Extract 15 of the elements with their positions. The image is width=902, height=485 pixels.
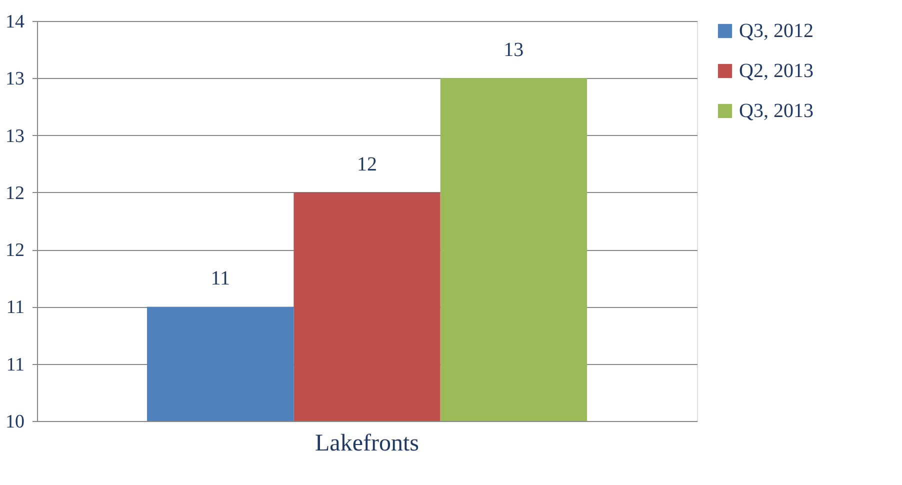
data-label: 13 [504,39,524,62]
y-tick-label: 12 [6,240,24,262]
y-tick-label: 12 [6,182,24,204]
y-tick-label: 11 [6,354,24,376]
legend-label: Q3, 2013 [739,100,814,122]
y-tick-label: 11 [6,297,24,318]
data-label: 12 [357,153,377,176]
x-tick-label: Lakefronts [315,430,419,456]
y-tick-label: 13 [6,126,24,147]
legend-label: Q2, 2013 [739,60,814,82]
data-label: 11 [210,268,230,290]
legend-label: Q3, 2012 [739,20,814,42]
y-tick-label: 13 [6,68,24,90]
y-tick-label: 14 [6,12,25,32]
y-tick-label: 10 [6,412,24,432]
